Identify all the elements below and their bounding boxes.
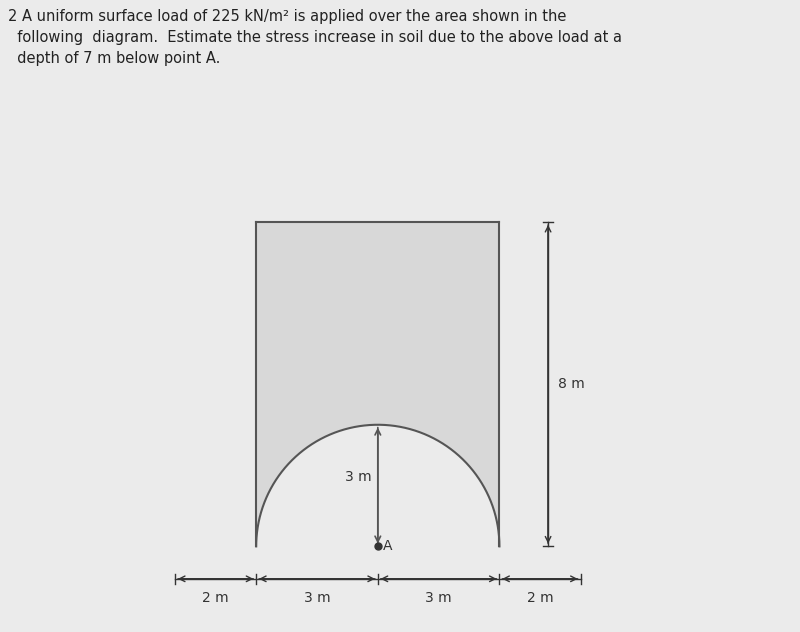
Text: 2 m: 2 m [202,591,229,605]
Text: 8 m: 8 m [558,377,585,391]
Text: 3 m: 3 m [304,591,330,605]
Text: 2 A uniform surface load of 225 kN/m² is applied over the area shown in the
  fo: 2 A uniform surface load of 225 kN/m² is… [8,9,622,66]
Text: 2 m: 2 m [526,591,554,605]
Text: 3 m: 3 m [345,470,372,485]
Polygon shape [256,425,499,547]
Text: A: A [382,539,392,554]
Bar [256,222,499,547]
Text: 3 m: 3 m [426,591,452,605]
